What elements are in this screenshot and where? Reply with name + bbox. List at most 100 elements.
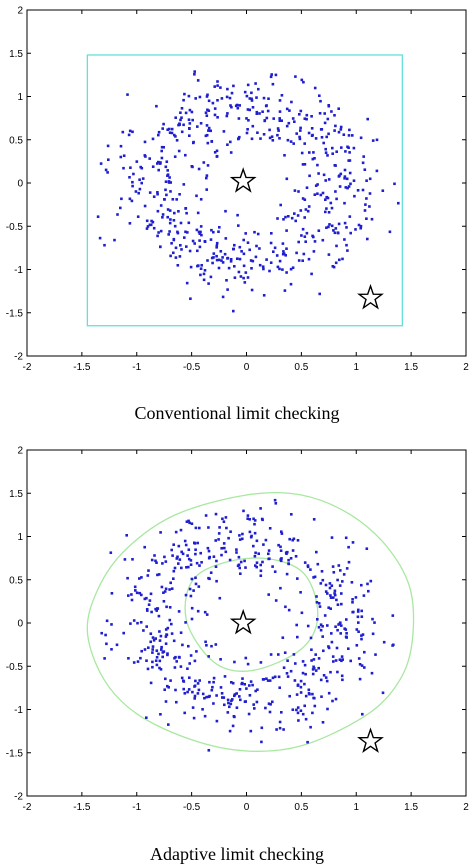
data-point bbox=[330, 224, 334, 228]
data-point bbox=[268, 269, 271, 273]
data-point bbox=[241, 681, 244, 685]
data-point bbox=[269, 703, 272, 706]
data-point bbox=[370, 217, 374, 221]
data-point bbox=[347, 647, 350, 650]
data-point bbox=[225, 114, 229, 118]
data-point bbox=[166, 174, 169, 177]
data-point bbox=[160, 645, 163, 649]
data-point bbox=[176, 264, 180, 267]
data-point bbox=[250, 99, 254, 102]
data-point bbox=[160, 585, 164, 589]
data-point bbox=[185, 566, 188, 569]
data-point bbox=[278, 267, 281, 271]
data-point bbox=[166, 653, 169, 657]
data-point bbox=[339, 125, 343, 129]
data-point bbox=[145, 608, 149, 611]
data-point bbox=[356, 615, 360, 619]
data-point bbox=[177, 544, 181, 548]
data-point bbox=[233, 715, 236, 719]
data-point bbox=[333, 592, 336, 595]
data-point bbox=[337, 623, 340, 626]
data-point bbox=[172, 569, 176, 573]
data-point bbox=[343, 175, 347, 178]
data-point bbox=[191, 165, 194, 169]
data-point bbox=[179, 665, 183, 668]
data-point bbox=[324, 179, 327, 182]
data-point bbox=[187, 519, 190, 523]
data-point bbox=[160, 149, 163, 153]
data-point bbox=[163, 555, 166, 559]
data-point bbox=[168, 606, 172, 609]
data-point bbox=[292, 142, 295, 145]
data-point bbox=[219, 658, 222, 661]
data-point bbox=[309, 636, 313, 640]
data-point bbox=[186, 231, 189, 234]
data-point bbox=[388, 230, 392, 234]
data-point bbox=[207, 655, 210, 658]
data-point bbox=[343, 238, 346, 241]
data-point bbox=[193, 70, 196, 73]
data-point bbox=[305, 117, 308, 121]
data-point bbox=[251, 106, 255, 109]
data-point bbox=[133, 585, 137, 589]
data-point bbox=[115, 643, 119, 647]
data-point bbox=[292, 537, 296, 541]
data-point bbox=[180, 248, 183, 251]
data-point bbox=[172, 577, 175, 580]
data-point bbox=[203, 269, 207, 272]
data-point bbox=[167, 686, 170, 689]
data-point bbox=[360, 634, 363, 637]
data-point bbox=[169, 679, 172, 682]
data-point bbox=[311, 672, 315, 676]
data-point bbox=[300, 151, 304, 155]
data-point bbox=[189, 265, 193, 269]
data-point bbox=[100, 631, 103, 635]
data-point bbox=[206, 108, 209, 112]
data-point bbox=[290, 513, 293, 516]
data-point bbox=[229, 258, 233, 261]
data-point bbox=[248, 97, 252, 100]
data-point bbox=[210, 644, 213, 648]
data-point bbox=[368, 205, 371, 208]
data-point bbox=[268, 679, 272, 682]
data-point bbox=[340, 655, 344, 658]
data-point bbox=[303, 163, 307, 166]
data-point bbox=[280, 532, 284, 535]
data-point bbox=[161, 127, 164, 130]
data-point bbox=[163, 198, 166, 201]
data-point bbox=[331, 265, 335, 268]
data-point bbox=[313, 193, 317, 196]
data-point bbox=[147, 603, 151, 606]
data-point bbox=[145, 659, 148, 662]
data-point bbox=[183, 692, 187, 695]
data-point bbox=[267, 549, 271, 552]
data-point bbox=[297, 240, 300, 244]
data-point bbox=[278, 119, 282, 122]
data-point bbox=[149, 681, 153, 685]
data-point bbox=[223, 546, 226, 550]
data-point bbox=[221, 295, 225, 299]
data-point bbox=[300, 234, 303, 237]
data-point bbox=[327, 645, 330, 648]
data-point bbox=[326, 117, 330, 121]
data-point bbox=[258, 247, 261, 250]
data-point bbox=[162, 146, 165, 149]
data-point bbox=[236, 213, 239, 217]
data-point bbox=[202, 278, 206, 282]
data-point bbox=[96, 215, 100, 218]
data-point bbox=[145, 219, 149, 223]
data-point bbox=[270, 73, 273, 76]
data-point bbox=[302, 252, 306, 256]
data-point bbox=[217, 266, 221, 270]
data-point bbox=[339, 569, 342, 572]
data-point bbox=[314, 137, 318, 140]
data-point bbox=[204, 640, 207, 644]
data-point bbox=[245, 117, 248, 120]
data-point bbox=[243, 281, 247, 284]
data-point bbox=[307, 205, 311, 208]
data-point bbox=[259, 507, 262, 510]
data-point bbox=[301, 163, 305, 166]
data-point bbox=[331, 152, 334, 155]
data-point bbox=[277, 653, 280, 656]
data-point bbox=[205, 114, 209, 117]
